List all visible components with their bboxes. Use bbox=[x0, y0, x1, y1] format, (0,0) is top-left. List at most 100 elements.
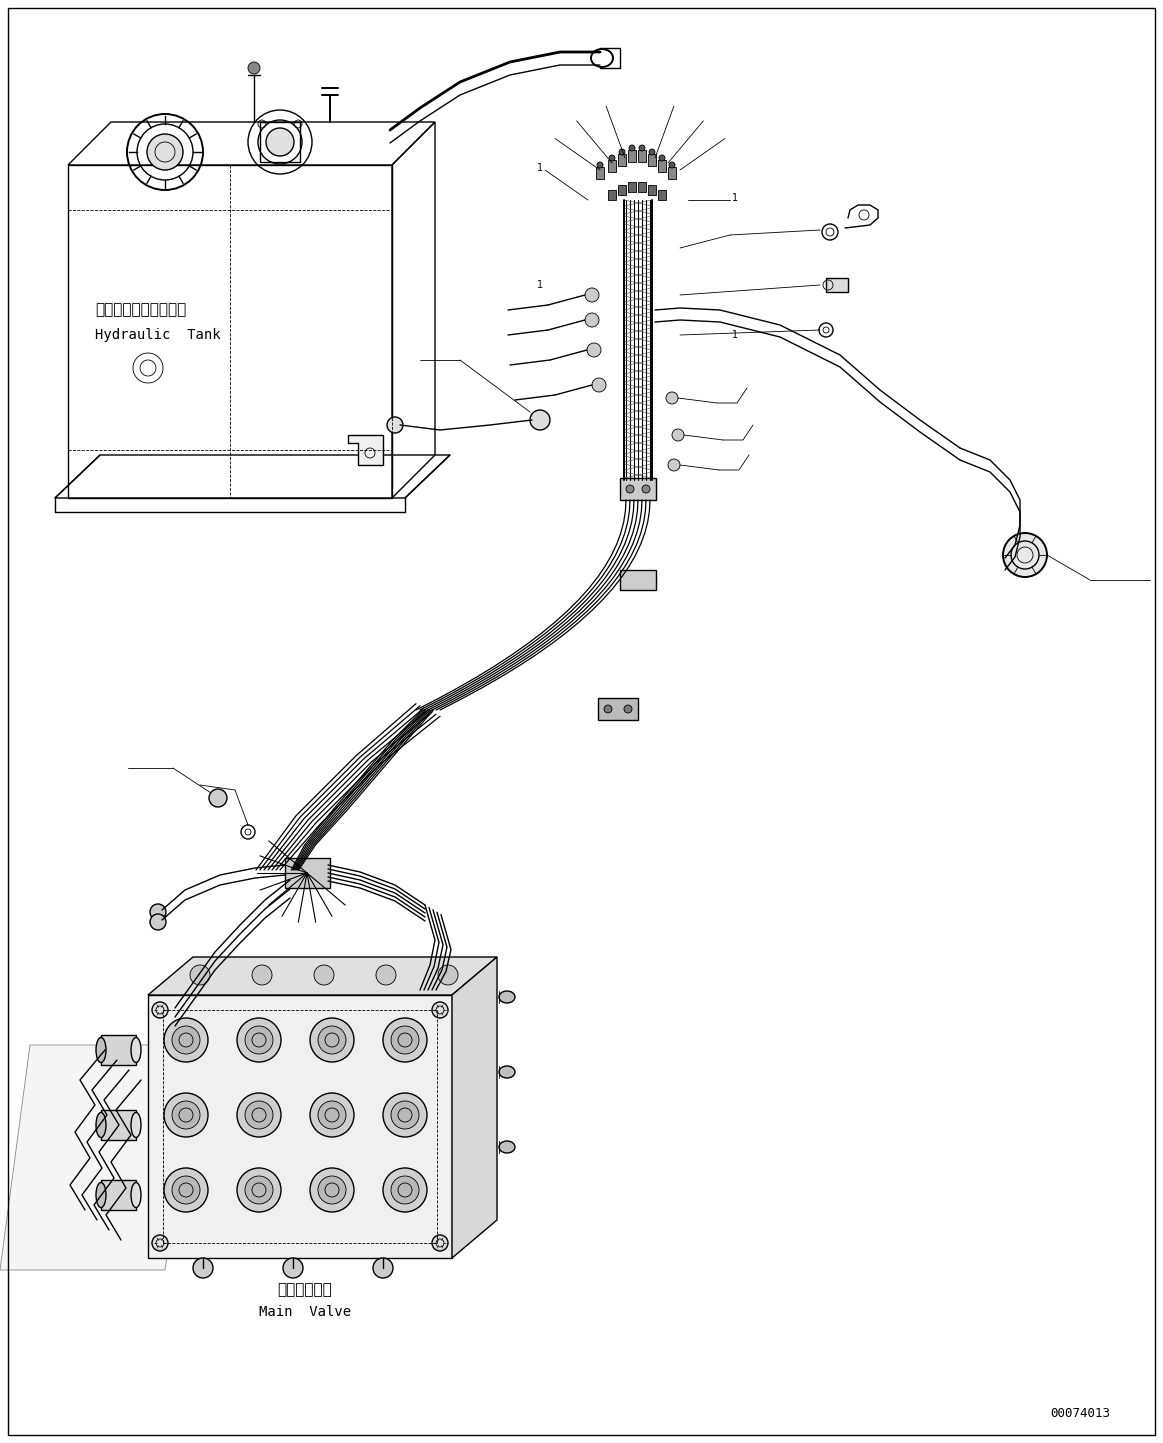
Ellipse shape bbox=[97, 1113, 106, 1137]
Text: Hydraulic  Tank: Hydraulic Tank bbox=[95, 328, 221, 342]
Circle shape bbox=[245, 1026, 273, 1053]
Bar bbox=[608, 190, 616, 201]
Circle shape bbox=[166, 1003, 180, 1017]
Ellipse shape bbox=[131, 1182, 141, 1208]
Circle shape bbox=[387, 417, 404, 433]
Circle shape bbox=[164, 1092, 208, 1137]
Text: 00074013: 00074013 bbox=[1050, 1407, 1110, 1420]
Circle shape bbox=[314, 965, 334, 986]
Circle shape bbox=[237, 1017, 281, 1062]
Bar bbox=[648, 154, 656, 166]
Circle shape bbox=[438, 965, 458, 986]
Circle shape bbox=[317, 1101, 347, 1128]
Circle shape bbox=[317, 1026, 347, 1053]
Circle shape bbox=[150, 913, 166, 929]
Circle shape bbox=[530, 410, 550, 430]
Circle shape bbox=[166, 1012, 180, 1026]
Circle shape bbox=[649, 149, 655, 154]
Circle shape bbox=[311, 1017, 354, 1062]
Bar bbox=[595, 167, 604, 179]
Circle shape bbox=[669, 162, 675, 167]
Circle shape bbox=[164, 1017, 208, 1062]
Bar bbox=[628, 182, 636, 192]
Bar bbox=[638, 150, 645, 162]
Ellipse shape bbox=[499, 1141, 515, 1153]
Circle shape bbox=[391, 1101, 419, 1128]
Circle shape bbox=[668, 459, 680, 470]
Circle shape bbox=[152, 1235, 167, 1251]
Circle shape bbox=[237, 1092, 281, 1137]
Text: 1: 1 bbox=[732, 193, 739, 203]
Circle shape bbox=[585, 313, 599, 328]
Circle shape bbox=[822, 224, 839, 240]
Circle shape bbox=[585, 289, 599, 302]
Text: 1: 1 bbox=[537, 163, 543, 173]
Circle shape bbox=[150, 903, 166, 921]
Circle shape bbox=[391, 1026, 419, 1053]
Text: 1: 1 bbox=[537, 280, 543, 290]
Circle shape bbox=[391, 1176, 419, 1203]
Circle shape bbox=[209, 789, 227, 807]
Circle shape bbox=[592, 378, 606, 392]
Circle shape bbox=[252, 965, 272, 986]
Polygon shape bbox=[148, 957, 497, 996]
Circle shape bbox=[166, 1022, 180, 1035]
Ellipse shape bbox=[131, 1038, 141, 1062]
Bar bbox=[598, 698, 638, 720]
Bar bbox=[618, 185, 626, 195]
Circle shape bbox=[666, 392, 678, 404]
Text: ハイドロリックタンク: ハイドロリックタンク bbox=[95, 303, 186, 317]
Circle shape bbox=[248, 62, 261, 74]
Circle shape bbox=[431, 1001, 448, 1017]
Bar bbox=[620, 478, 656, 501]
Ellipse shape bbox=[591, 49, 613, 66]
Circle shape bbox=[283, 1258, 304, 1278]
Circle shape bbox=[431, 1235, 448, 1251]
Circle shape bbox=[311, 1167, 354, 1212]
Ellipse shape bbox=[499, 1066, 515, 1078]
Circle shape bbox=[672, 429, 684, 442]
Bar bbox=[658, 160, 666, 172]
Polygon shape bbox=[348, 434, 383, 465]
Circle shape bbox=[245, 1176, 273, 1203]
Circle shape bbox=[164, 1167, 208, 1212]
Circle shape bbox=[245, 1101, 273, 1128]
Ellipse shape bbox=[499, 991, 515, 1003]
Circle shape bbox=[609, 154, 615, 162]
Bar bbox=[261, 123, 300, 162]
Bar bbox=[628, 150, 636, 162]
Bar bbox=[101, 1035, 136, 1065]
Circle shape bbox=[172, 1176, 200, 1203]
Bar bbox=[658, 190, 666, 201]
Circle shape bbox=[626, 485, 634, 494]
Polygon shape bbox=[148, 996, 452, 1258]
Circle shape bbox=[1003, 532, 1047, 577]
Circle shape bbox=[193, 1258, 213, 1278]
Circle shape bbox=[629, 144, 635, 152]
Bar bbox=[101, 1110, 136, 1140]
Bar bbox=[285, 859, 330, 887]
Circle shape bbox=[587, 343, 601, 356]
Circle shape bbox=[172, 1101, 200, 1128]
Ellipse shape bbox=[131, 1113, 141, 1137]
Circle shape bbox=[190, 965, 211, 986]
Bar bbox=[638, 182, 645, 192]
Polygon shape bbox=[452, 957, 497, 1258]
Circle shape bbox=[266, 128, 294, 156]
Text: Main  Valve: Main Valve bbox=[259, 1304, 351, 1319]
Circle shape bbox=[383, 1017, 427, 1062]
Circle shape bbox=[152, 1001, 167, 1017]
Circle shape bbox=[604, 706, 612, 713]
Circle shape bbox=[317, 1176, 347, 1203]
Circle shape bbox=[642, 485, 650, 494]
Circle shape bbox=[383, 1167, 427, 1212]
Circle shape bbox=[237, 1167, 281, 1212]
Circle shape bbox=[383, 1092, 427, 1137]
Ellipse shape bbox=[97, 1038, 106, 1062]
Circle shape bbox=[373, 1258, 393, 1278]
Bar bbox=[101, 1180, 136, 1211]
Circle shape bbox=[619, 149, 625, 154]
Ellipse shape bbox=[97, 1182, 106, 1208]
Circle shape bbox=[376, 965, 395, 986]
Circle shape bbox=[597, 162, 602, 167]
